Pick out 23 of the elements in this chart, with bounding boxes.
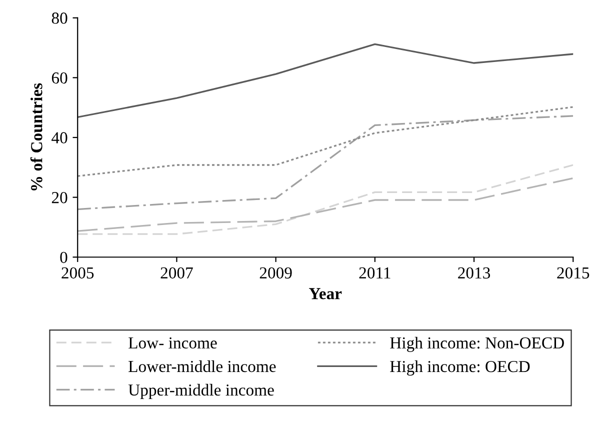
y-tick-label: 60 [52,72,68,84]
line-series [78,177,574,232]
legend-label: Low- income [128,337,217,349]
x-axis-title: Year [309,288,342,300]
x-tick-label: 2009 [260,267,292,279]
y-axis-title: % of Countries [30,83,42,190]
y-tick-label: 0 [60,252,68,264]
x-tick-label: 2015 [557,267,590,279]
line-series [78,164,574,235]
line-series [78,43,574,118]
line-series [78,106,574,177]
y-tick-label: 20 [52,192,68,204]
y-tick-label: 80 [52,12,68,24]
legend-label: Upper-middle income [128,384,274,400]
legend-label: High income: OECD [390,360,530,376]
x-tick-label: 2007 [160,267,193,279]
legend-label: High income: Non-OECD [390,336,564,352]
line-series [78,115,574,210]
x-tick-label: 2011 [359,267,390,279]
x-tick-label: 2013 [458,267,490,279]
x-tick-label: 2005 [62,267,94,279]
legend-label: Lower-middle income [128,360,276,372]
y-tick-label: 40 [52,132,68,144]
